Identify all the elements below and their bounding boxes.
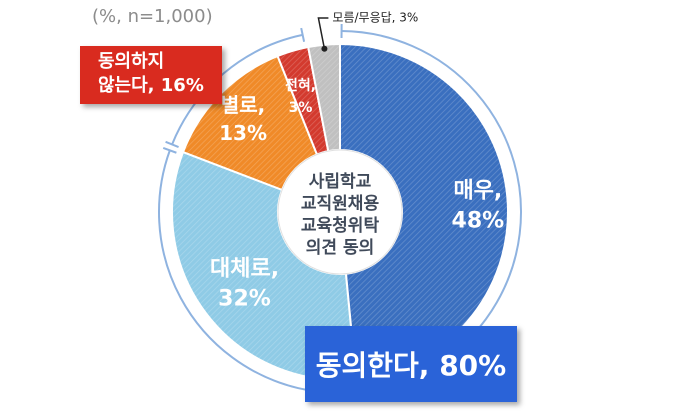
label-not-at-all: 전혀, 3% [285, 77, 316, 116]
label-very-agree: 매우, 48% [452, 178, 505, 233]
agree-bracket-tick [162, 147, 177, 154]
label-not-really-text: 별로, [221, 93, 265, 117]
disagree-callout-line2: 않는다, 16% [98, 75, 204, 96]
unknown-label: 모름/무응답, 3% [332, 11, 418, 25]
label-somewhat-agree: 대체로, 32% [210, 257, 279, 312]
slice-very-agree-texture [340, 44, 509, 380]
label-not-at-all-text: 3% [289, 100, 313, 116]
disagree-bracket-tick [165, 140, 179, 149]
slice-not-really-texture [183, 56, 317, 190]
label-not-at-all-text: 전혀, [285, 77, 316, 94]
label-somewhat-agree-text: 32% [218, 287, 271, 312]
disagree-callout-line1: 동의하지 [98, 51, 165, 72]
center-label-line: 사립학교 [309, 172, 372, 192]
label-very-agree-text: 매우, [453, 178, 502, 203]
label-not-really: 별로, 13% [219, 93, 267, 145]
slice-unknown-texture [308, 44, 340, 152]
disagree-bracket-tick [300, 27, 306, 42]
center-hole [277, 149, 403, 275]
center-label-line: 교육청위탁 [301, 215, 380, 236]
label-somewhat-agree-text: 대체로, [210, 257, 279, 282]
center-label-line: 교직원채용 [301, 194, 380, 214]
disagree-bracket [171, 33, 303, 145]
center-label-line: 의견 동의 [306, 238, 374, 258]
disagree-callout: 동의하지 않는다, 16% [80, 46, 222, 104]
unknown-leader-line [317, 17, 329, 49]
slice-somewhat-agree-texture [172, 152, 356, 380]
sample-note: (%, n=1,000) [92, 6, 213, 27]
slice-not-at-all-texture [277, 47, 329, 155]
agree-callout: 동의한다, 80% [305, 326, 517, 402]
label-very-agree-text: 48% [452, 208, 505, 233]
label-not-really-text: 13% [219, 121, 267, 145]
unknown-leader-dot [321, 45, 328, 52]
